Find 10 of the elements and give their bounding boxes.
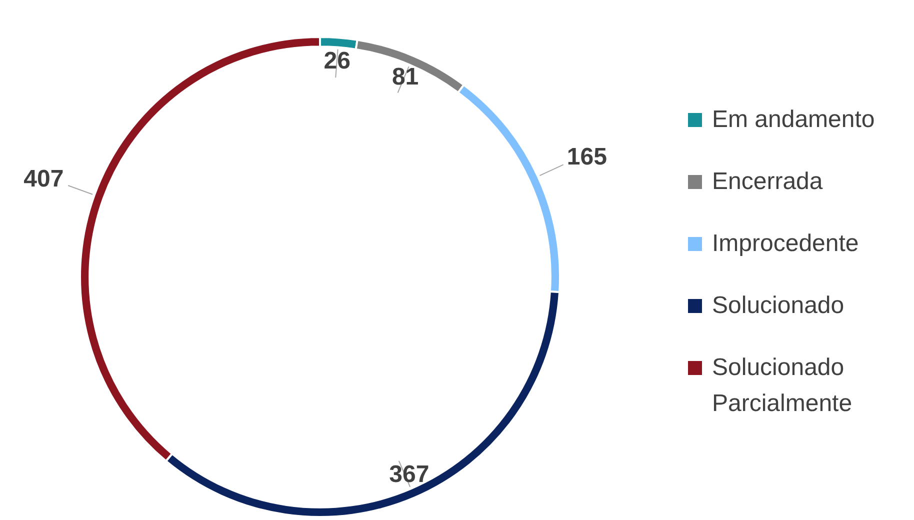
legend-label: Em andamento: [712, 105, 875, 135]
data-label: 81: [392, 64, 419, 91]
legend-label: Improcedente: [712, 229, 859, 259]
legend-label: Encerrada: [712, 167, 823, 197]
data-label: 407: [24, 166, 64, 193]
data-label: 26: [324, 47, 350, 74]
data-label: 165: [566, 144, 607, 171]
legend-label: Solucionado Parcialmente: [712, 353, 854, 419]
legend-label: Solucionado: [712, 291, 844, 321]
data-label: 367: [389, 461, 430, 488]
